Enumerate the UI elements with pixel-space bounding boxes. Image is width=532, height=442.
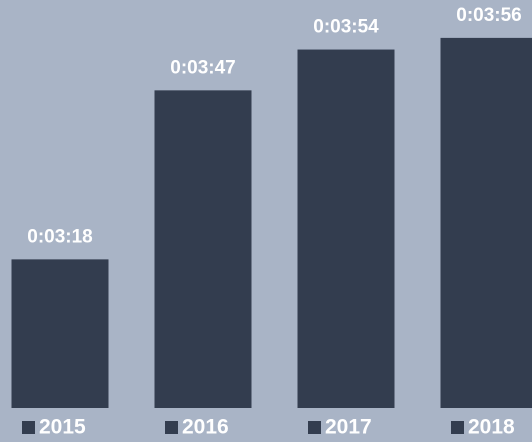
bar xyxy=(11,259,109,408)
value-label: 0:03:18 xyxy=(27,226,93,247)
legend-swatch xyxy=(451,421,464,434)
value-label: 0:03:54 xyxy=(313,17,379,38)
value-label: 0:03:56 xyxy=(456,5,522,26)
legend-swatch xyxy=(165,421,178,434)
x-tick-label: 2017 xyxy=(325,416,372,439)
value-label: 0:03:47 xyxy=(170,57,236,78)
x-tick-label: 2015 xyxy=(39,416,86,439)
x-tick-label: 2016 xyxy=(182,416,229,439)
bar xyxy=(297,49,395,409)
x-tick-label: 2018 xyxy=(468,416,515,439)
legend-swatch xyxy=(308,421,321,434)
legend-swatch xyxy=(22,421,35,434)
bar xyxy=(440,37,532,409)
bar xyxy=(154,90,252,408)
